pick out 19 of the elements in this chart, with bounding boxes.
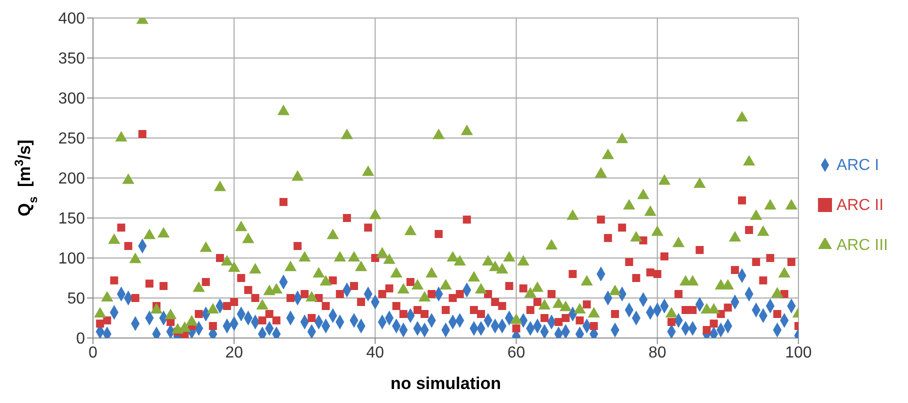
y-tick-label: 0 (76, 330, 86, 348)
legend-label: ARC III (836, 236, 888, 254)
y-tick-label: 50 (67, 290, 86, 308)
y-tick-label: 400 (58, 10, 86, 28)
y-tick-label: 150 (58, 210, 86, 228)
x-tick-label: 0 (88, 344, 98, 362)
x-tick-label: 40 (366, 344, 384, 362)
y-tick-label: 300 (58, 90, 86, 108)
x-tick-label: 100 (785, 344, 812, 362)
y-tick-label: 350 (58, 50, 86, 68)
legend-label: ARC I (836, 156, 880, 174)
y-tick-label: 200 (58, 170, 86, 188)
legend-label: ARC II (836, 196, 884, 214)
x-tick-label: 80 (648, 344, 666, 362)
x-tick-label: 20 (225, 344, 244, 362)
y-tick-label: 100 (58, 250, 86, 268)
x-axis-title: no simulation (390, 374, 501, 393)
y-tick-label: 250 (58, 130, 86, 148)
x-tick-label: 60 (507, 344, 526, 362)
